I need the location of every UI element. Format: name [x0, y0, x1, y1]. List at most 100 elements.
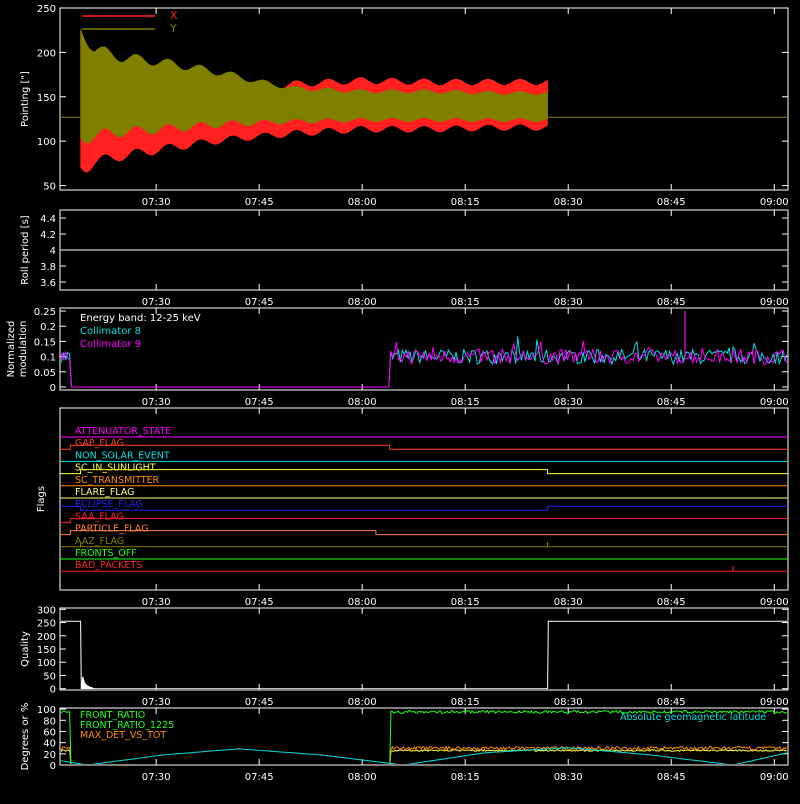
flag-label: FLARE_FLAG	[75, 487, 135, 498]
y-tick-label: 200	[37, 632, 56, 643]
quality-series	[61, 620, 787, 689]
y-axis-label: Degrees or %	[20, 703, 31, 771]
x-tick-label: 07:45	[245, 772, 274, 783]
flag-label: AAZ_FLAG	[75, 536, 124, 547]
x-tick-label: 08:45	[657, 772, 686, 783]
y-tick-label: 150	[37, 93, 56, 104]
x-tick-label: 09:00	[760, 697, 789, 708]
quality-bump	[80, 676, 95, 689]
y-tick-label: 0	[50, 383, 56, 394]
pointing-frame	[59, 7, 789, 191]
pointing-series	[61, 28, 787, 173]
y-tick-label: 4.2	[40, 230, 56, 241]
flag-line-eclipse-flag	[60, 505, 788, 511]
x-tick-label: 09:00	[760, 772, 789, 783]
y-tick-label: 250	[37, 619, 56, 630]
max-det-vs-tot-line	[61, 745, 787, 764]
legend-label: MAX_DET_VS_TOT	[80, 730, 166, 741]
y-tick-label: 100	[37, 137, 56, 148]
x-tick-label: 08:00	[348, 772, 377, 783]
x-tick-label: 07:30	[142, 697, 171, 708]
front-ratio-line	[61, 709, 787, 764]
flag-label: ECLIPSE_FLAG	[75, 499, 143, 510]
x-tick-label: 08:30	[554, 297, 583, 308]
x-tick-label: 07:45	[245, 297, 274, 308]
x-tick-label: 08:00	[348, 597, 377, 608]
x-tick-label: 08:15	[451, 397, 480, 408]
x-tick-label: 08:15	[451, 597, 480, 608]
legend-label: Absolute geomagnetic latitude	[620, 712, 766, 723]
x-tick-label: 09:00	[760, 397, 789, 408]
y-tick-label: 4	[50, 246, 56, 257]
legend-label: X	[170, 9, 178, 22]
y-tick-label: 3.8	[40, 262, 56, 273]
x-tick-label: 08:30	[554, 397, 583, 408]
collimator-9-line	[61, 340, 787, 388]
flag-label: GAP_FLAG	[75, 438, 124, 449]
y-tick-label: 20	[43, 750, 56, 761]
y-axis-label: Roll period [s]	[20, 215, 31, 284]
ratios-series	[61, 709, 787, 764]
y-axis-label: modulation	[18, 321, 29, 378]
quality-line	[61, 620, 787, 689]
flag-label: PARTICLE_FLAG	[75, 524, 148, 535]
legend-label: Energy band: 12-25 keV	[80, 313, 201, 324]
x-tick-label: 07:45	[245, 197, 274, 208]
flag-label: SC_IN_SUNLIGHT	[75, 463, 156, 474]
legend-label: Collimator 9	[80, 339, 141, 350]
x-tick-label: 07:45	[245, 697, 274, 708]
pointing-series-y	[80, 28, 548, 144]
x-tick-label: 07:30	[142, 397, 171, 408]
flags-frame	[59, 407, 789, 591]
flag-line-particle-flag	[60, 530, 788, 536]
x-tick-label: 08:30	[554, 697, 583, 708]
flag-label: FRONTS_OFF	[75, 548, 137, 559]
modulation-frame	[59, 307, 789, 391]
legend-label: Y	[169, 22, 177, 35]
x-tick-label: 07:30	[142, 297, 171, 308]
x-tick-label: 08:00	[348, 397, 377, 408]
flag-label: SAA_FLAG	[75, 511, 124, 522]
x-tick-label: 07:30	[142, 597, 171, 608]
x-tick-label: 08:15	[451, 197, 480, 208]
y-axis-label: Pointing ["]	[20, 71, 31, 127]
x-tick-label: 08:45	[657, 397, 686, 408]
y-tick-label: 250	[37, 4, 56, 15]
geomagnetic-latitude-line	[61, 747, 787, 764]
y-tick-label: 100	[37, 705, 56, 716]
x-tick-label: 08:45	[657, 197, 686, 208]
x-tick-label: 07:30	[142, 772, 171, 783]
quality-frame	[59, 607, 789, 691]
x-tick-label: 08:00	[348, 697, 377, 708]
y-tick-label: 200	[37, 48, 56, 59]
y-tick-label: 0.05	[34, 368, 56, 379]
flag-label: NON_SOLAR_EVENT	[75, 450, 170, 461]
y-axis-label: Flags	[36, 486, 47, 512]
x-tick-label: 08:45	[657, 597, 686, 608]
legend-label: FRONT_RATIO_1225	[80, 720, 174, 731]
y-tick-label: 50	[43, 671, 56, 682]
y-axis-label: Normalized	[6, 321, 17, 378]
legend-label: FRONT_RATIO	[80, 710, 145, 721]
flag-label: BAD_PACKETS	[75, 560, 142, 571]
y-tick-label: 0.25	[34, 307, 56, 318]
y-tick-label: 0	[50, 685, 56, 696]
flag-label: SC_TRANSMITTER	[75, 475, 160, 486]
front-ratio-1225-line	[61, 748, 787, 764]
modulation-series	[61, 311, 787, 388]
y-tick-label: 40	[43, 739, 56, 750]
y-tick-label: 100	[37, 658, 56, 669]
x-tick-label: 08:45	[657, 697, 686, 708]
x-tick-label: 07:45	[245, 597, 274, 608]
y-tick-label: 0.15	[34, 337, 56, 348]
legend-label: Collimator 8	[80, 326, 141, 337]
y-tick-label: 80	[43, 716, 56, 727]
x-tick-label: 09:00	[760, 297, 789, 308]
x-tick-label: 08:15	[451, 697, 480, 708]
flag-line-gap-flag	[60, 444, 788, 450]
x-tick-label: 08:30	[554, 772, 583, 783]
y-tick-label: 50	[43, 182, 56, 193]
x-tick-label: 07:30	[142, 197, 171, 208]
